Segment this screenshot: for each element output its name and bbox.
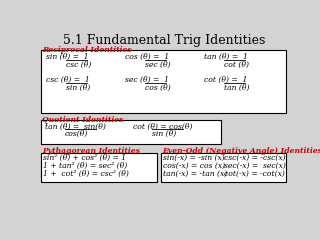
Text: tan (θ): tan (θ) — [224, 84, 250, 91]
Text: sin (θ): sin (θ) — [66, 84, 91, 91]
Text: 5.1 Fundamental Trig Identities: 5.1 Fundamental Trig Identities — [63, 34, 265, 47]
Text: Pythagorean Identities: Pythagorean Identities — [42, 147, 140, 155]
FancyBboxPatch shape — [41, 120, 220, 144]
Text: tan(-x) = -tan (x): tan(-x) = -tan (x) — [163, 170, 228, 178]
Text: tan (θ) =  1: tan (θ) = 1 — [204, 53, 248, 61]
Text: sin (θ): sin (θ) — [152, 130, 176, 138]
Text: cos(θ): cos(θ) — [65, 130, 88, 138]
Text: cot (θ): cot (θ) — [224, 60, 250, 68]
Text: Quotient Identities: Quotient Identities — [42, 116, 124, 124]
Text: cot(-x) = -cot(x): cot(-x) = -cot(x) — [224, 170, 285, 178]
Text: sec(-x) =  sec(x): sec(-x) = sec(x) — [224, 162, 286, 170]
Text: cot (θ) = cos(θ): cot (θ) = cos(θ) — [133, 123, 193, 131]
Text: sin² (θ) + cos² (θ) = 1: sin² (θ) + cos² (θ) = 1 — [43, 154, 126, 162]
FancyBboxPatch shape — [161, 153, 286, 182]
Text: sec (θ) =  1: sec (θ) = 1 — [125, 76, 169, 84]
Text: Even-Odd (Negative Angle) Identities: Even-Odd (Negative Angle) Identities — [163, 147, 320, 155]
Text: 1 + tan² (θ) = sec² (θ): 1 + tan² (θ) = sec² (θ) — [43, 162, 127, 170]
Text: cos (θ) =  1: cos (θ) = 1 — [125, 53, 169, 61]
Text: Reciprocal Identities: Reciprocal Identities — [42, 46, 132, 54]
Text: tan (θ) =  sin(θ): tan (θ) = sin(θ) — [45, 123, 106, 131]
Text: sin(-x) = -sin (x): sin(-x) = -sin (x) — [163, 154, 225, 162]
Text: 1 +  cot² (θ) = csc² (θ): 1 + cot² (θ) = csc² (θ) — [43, 170, 129, 178]
Text: cos (θ): cos (θ) — [145, 84, 171, 91]
Text: cot (θ) =  1: cot (θ) = 1 — [204, 76, 248, 84]
Text: sec (θ): sec (θ) — [145, 60, 171, 68]
Text: csc (θ): csc (θ) — [66, 60, 92, 68]
FancyBboxPatch shape — [41, 153, 157, 182]
FancyBboxPatch shape — [41, 50, 286, 113]
Text: csc(-x) = -csc(x): csc(-x) = -csc(x) — [224, 154, 286, 162]
Text: sin (θ) =  1: sin (θ) = 1 — [46, 53, 89, 61]
Text: csc (θ) =  1: csc (θ) = 1 — [46, 76, 90, 84]
Text: cos(-x) = cos (x): cos(-x) = cos (x) — [163, 162, 225, 170]
